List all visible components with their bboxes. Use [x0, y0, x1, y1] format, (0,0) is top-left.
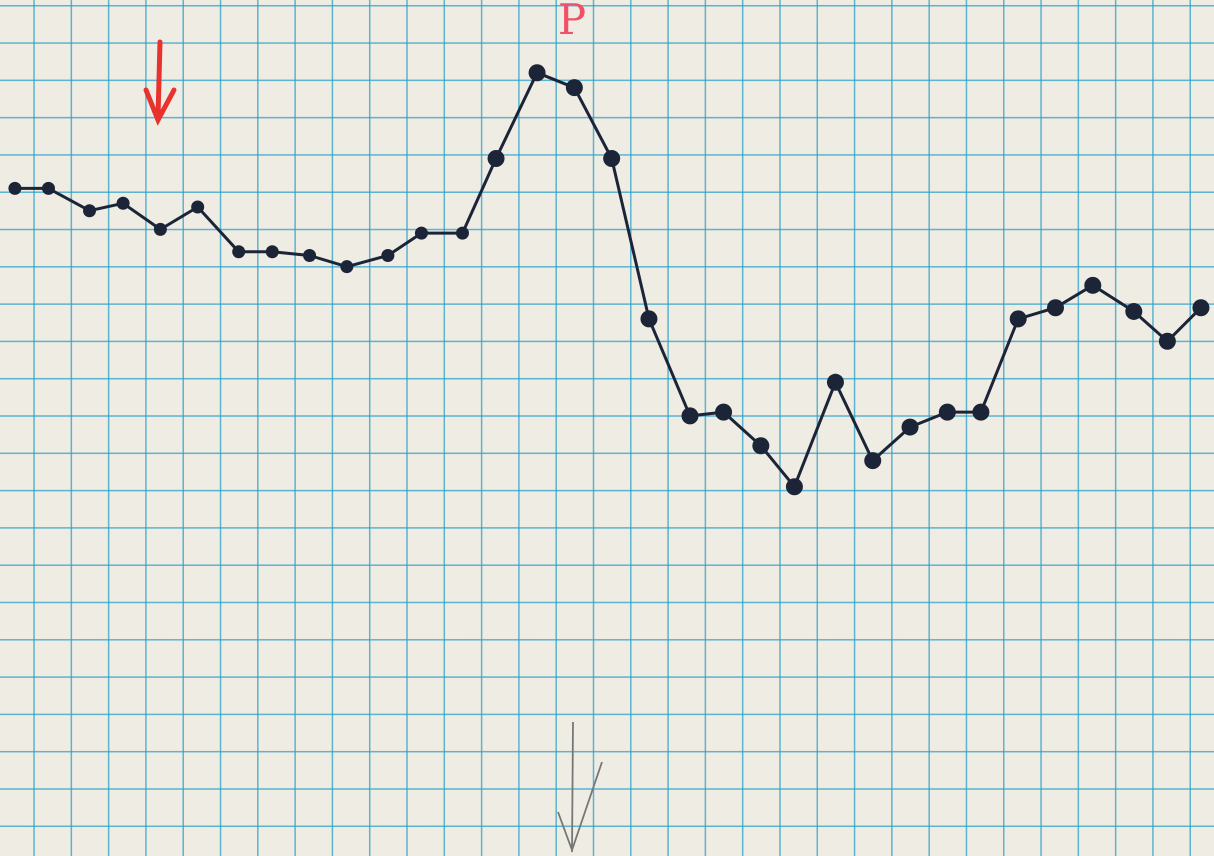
point	[83, 204, 97, 218]
point	[681, 407, 699, 425]
point	[1009, 310, 1027, 328]
point	[455, 226, 469, 240]
point	[528, 64, 546, 82]
point	[565, 79, 583, 97]
point	[153, 222, 167, 236]
point	[414, 226, 428, 240]
point	[785, 478, 803, 496]
point	[1125, 302, 1143, 320]
point	[381, 248, 395, 262]
point	[864, 452, 882, 470]
point	[340, 260, 354, 274]
point	[1158, 332, 1176, 350]
point	[1084, 276, 1102, 294]
point	[938, 403, 956, 421]
point	[715, 403, 733, 421]
point	[901, 418, 919, 436]
point	[1046, 299, 1064, 317]
point	[487, 150, 505, 168]
point	[603, 150, 621, 168]
point	[1192, 299, 1210, 317]
point	[303, 248, 317, 262]
point	[116, 196, 130, 210]
point	[41, 181, 55, 195]
point	[752, 437, 770, 455]
point	[265, 245, 279, 259]
pencil-arrow	[557, 721, 603, 853]
point	[972, 403, 990, 421]
annotation: P	[558, 0, 586, 44]
point	[232, 245, 246, 259]
point	[8, 181, 22, 195]
red-arrow	[143, 39, 177, 126]
line	[14, 71, 1202, 489]
point	[191, 200, 205, 214]
point	[640, 310, 658, 328]
point	[826, 373, 844, 391]
